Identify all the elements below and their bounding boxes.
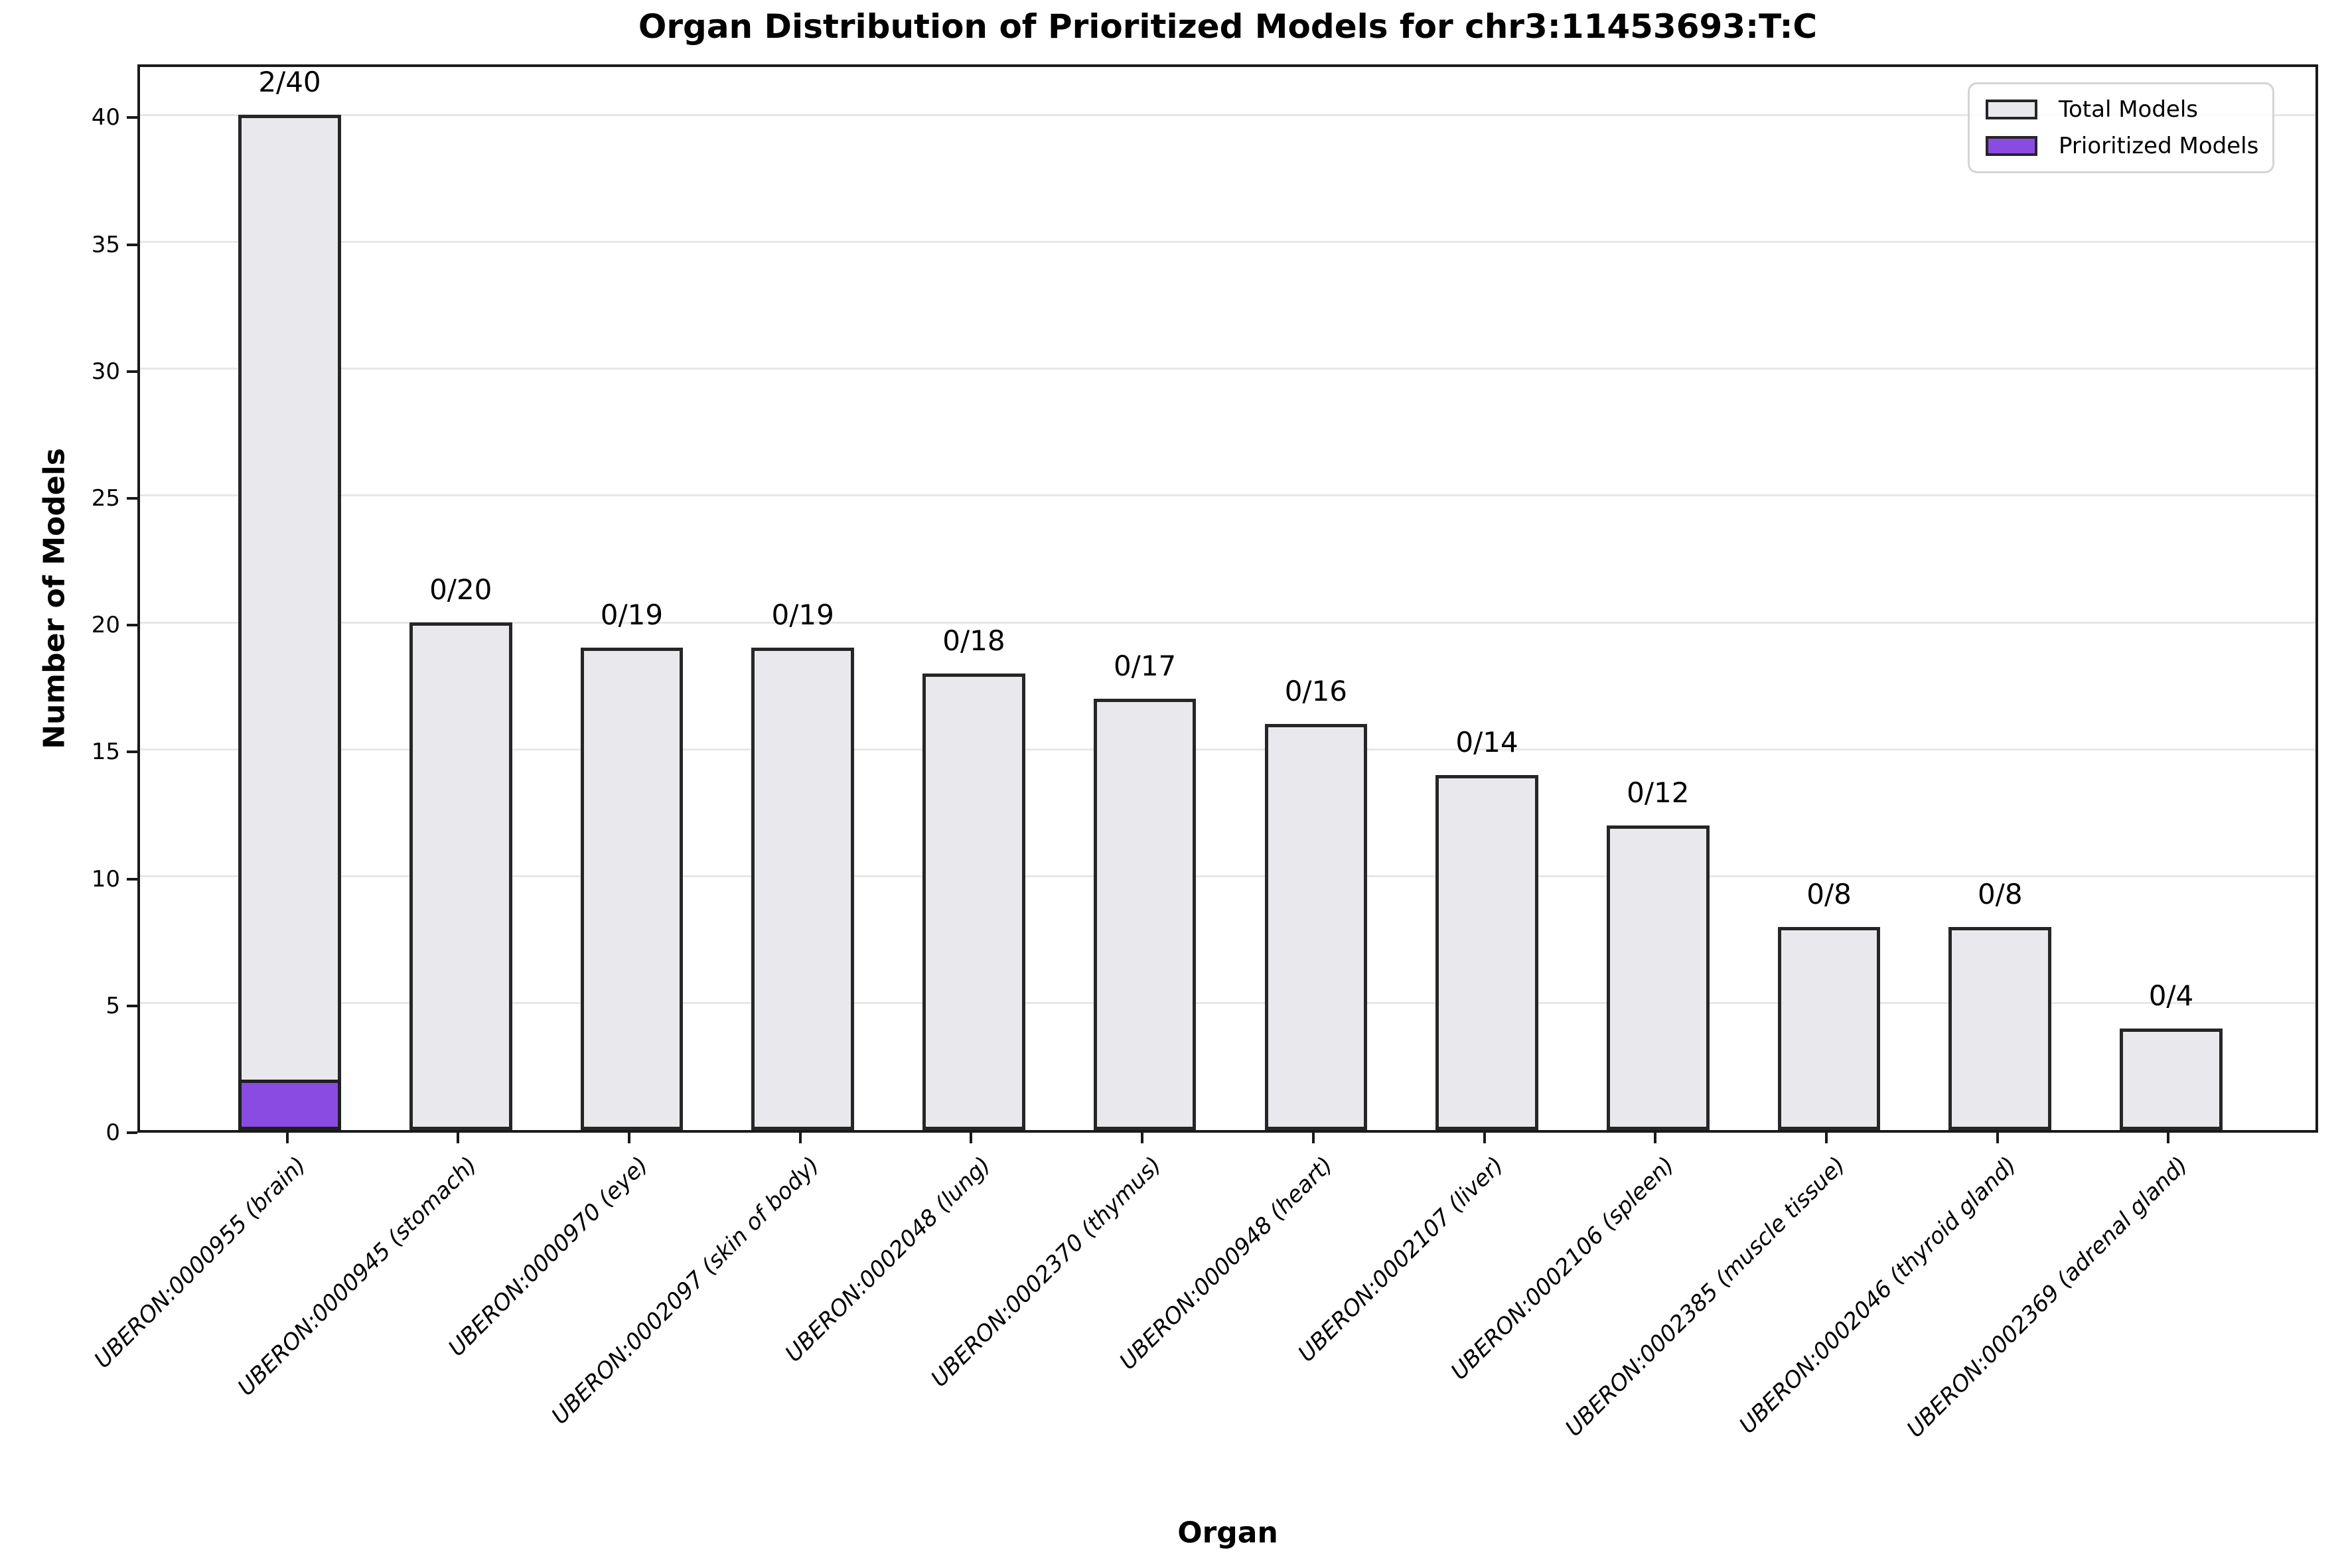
y-tick-label-35: 35 <box>91 231 120 258</box>
y-tick-label-30: 30 <box>91 358 120 385</box>
gridline-y-35 <box>140 241 2315 244</box>
bar-value-label-1: 0/20 <box>429 573 492 606</box>
bar-total-6 <box>1264 724 1368 1130</box>
bar-value-label-3: 0/19 <box>771 599 834 632</box>
x-tick-label-text-10: UBERON:0002046 (thyroid gland) <box>1734 1151 2022 1439</box>
y-tick-label-25: 25 <box>91 484 120 512</box>
plot-area: 2/40 0/20 0/19 0/19 0/18 0/17 0/16 0/14 0/12 0/8 0… <box>137 64 2318 1133</box>
bar-value-label-6: 0/16 <box>1284 675 1348 708</box>
gridline-y-5 <box>140 1002 2315 1005</box>
x-tick-label-text-3: UBERON:0002097 (skin of body) <box>546 1151 825 1430</box>
y-tick-label-40: 40 <box>91 104 120 131</box>
x-tick-mark-1 <box>457 1133 460 1143</box>
x-tick-mark-6 <box>1311 1133 1315 1143</box>
bar-total-8 <box>1606 825 1710 1130</box>
gridline-y-15 <box>140 748 2315 750</box>
x-tick-mark-3 <box>798 1133 802 1143</box>
x-tick-label-text-11: UBERON:0002369 (adrenal gland) <box>1901 1151 2193 1443</box>
x-tick-mark-4 <box>970 1133 973 1143</box>
bar-value-label-11: 0/4 <box>2148 979 2194 1013</box>
bar-value-label-2: 0/19 <box>600 599 664 632</box>
bar-total-11 <box>2120 1029 2223 1130</box>
y-tick-mark-20 <box>127 624 137 627</box>
gridline-y-40 <box>140 113 2315 116</box>
y-tick-mark-10 <box>127 877 137 881</box>
bar-total-0 <box>238 115 341 1130</box>
gridline-y-20 <box>140 621 2315 624</box>
x-tick-mark-8 <box>1654 1133 1657 1143</box>
x-tick-mark-10 <box>1996 1133 1999 1143</box>
x-tick-label-text-2: UBERON:0000970 (eye) <box>443 1151 654 1362</box>
y-tick-mark-25 <box>127 496 137 500</box>
bar-prioritized-0 <box>238 1079 341 1130</box>
x-tick-mark-7 <box>1483 1133 1486 1143</box>
bar-value-label-4: 0/18 <box>942 624 1005 657</box>
y-tick-label-10: 10 <box>91 865 120 892</box>
bar-value-label-5: 0/17 <box>1113 649 1177 682</box>
gridline-y-10 <box>140 875 2315 878</box>
y-tick-label-15: 15 <box>91 739 120 766</box>
y-tick-label-0: 0 <box>106 1119 120 1146</box>
y-tick-label-5: 5 <box>106 992 120 1019</box>
bar-total-5 <box>1093 698 1197 1130</box>
bar-total-1 <box>409 622 512 1130</box>
gridline-y-30 <box>140 368 2315 370</box>
x-tick-mark-0 <box>285 1133 289 1143</box>
x-tick-mark-9 <box>1825 1133 1828 1143</box>
y-tick-mark-30 <box>127 370 137 373</box>
total-models-swatch <box>1986 99 2037 119</box>
bar-value-label-9: 0/8 <box>1806 878 1852 911</box>
bar-total-9 <box>1777 927 1881 1130</box>
y-tick-mark-15 <box>127 750 137 754</box>
legend-item-prioritized-models: Prioritized Models <box>1986 133 2259 160</box>
x-tick-mark-11 <box>2167 1133 2170 1143</box>
x-tick-mark-5 <box>1141 1133 1144 1143</box>
legend: Total Models Prioritized Models <box>1968 82 2274 173</box>
bar-value-label-7: 0/14 <box>1455 725 1518 758</box>
x-axis-label: Organ <box>1177 1516 1278 1550</box>
bar-total-2 <box>580 648 684 1130</box>
x-tick-label-text-4: UBERON:0002048 (lung) <box>780 1151 996 1368</box>
y-tick-mark-40 <box>127 116 137 119</box>
total-models-label: Total Models <box>2059 96 2199 123</box>
y-tick-mark-5 <box>127 1004 137 1007</box>
prioritized-models-label: Prioritized Models <box>2059 133 2259 160</box>
x-tick-label-text-9: UBERON:0002385 (muscle tissue) <box>1560 1151 1851 1443</box>
bar-value-label-10: 0/8 <box>1977 878 2023 911</box>
x-tick-mark-2 <box>627 1133 630 1143</box>
bar-value-label-0: 2/40 <box>258 66 321 99</box>
y-tick-mark-35 <box>127 243 137 246</box>
bar-value-label-8: 0/12 <box>1627 776 1690 810</box>
legend-item-total-models: Total Models <box>1986 98 2256 121</box>
chart-title: Organ Distribution of Prioritized Models… <box>638 7 1818 46</box>
y-tick-label-20: 20 <box>91 612 120 639</box>
gridline-y-25 <box>140 494 2315 497</box>
bar-total-10 <box>1948 927 2052 1130</box>
y-tick-mark-0 <box>127 1131 137 1134</box>
bar-total-3 <box>751 648 854 1130</box>
prioritized-models-swatch <box>1986 136 2037 157</box>
bar-total-7 <box>1435 774 1538 1130</box>
bar-total-4 <box>922 673 1025 1130</box>
